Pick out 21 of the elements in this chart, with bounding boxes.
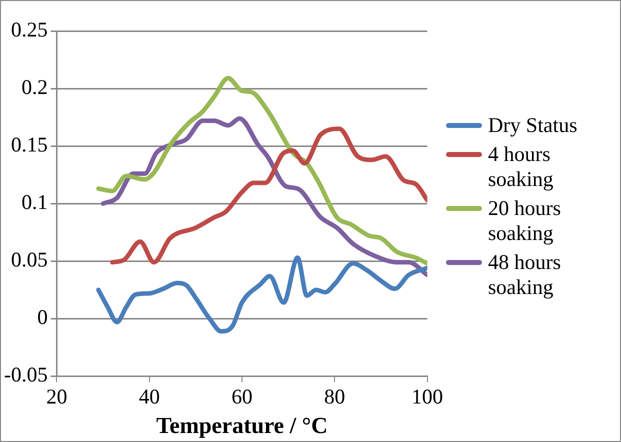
x-tick-label: 80 [324, 384, 346, 408]
x-tick-label: 100 [412, 384, 443, 408]
y-tick-label: 0.05 [10, 248, 48, 272]
x-tick-label: 60 [231, 384, 252, 408]
y-tick-label: 0.2 [21, 75, 48, 100]
y-tick-label: 0.15 [10, 132, 48, 157]
line-series [96, 76, 428, 266]
legend-label: 4 hours soaking [488, 142, 554, 192]
legend-label: 20 hours soaking [488, 196, 562, 246]
x-axis-title: Temperature / °C [156, 413, 328, 438]
y-tick-label: 0.25 [10, 18, 48, 42]
y-tick-label: 0 [37, 305, 48, 330]
line-series [100, 116, 428, 278]
y-tick-label: 0.1 [21, 190, 48, 214]
line-series [110, 126, 428, 265]
x-tick-label: 20 [46, 384, 68, 408]
line-series [96, 255, 428, 334]
y-tick-label: -0.05 [4, 362, 48, 387]
legend-label: 48 hours soaking [488, 250, 562, 300]
x-tick-label: 40 [138, 384, 160, 408]
legend-label: Dry Status [488, 113, 578, 138]
